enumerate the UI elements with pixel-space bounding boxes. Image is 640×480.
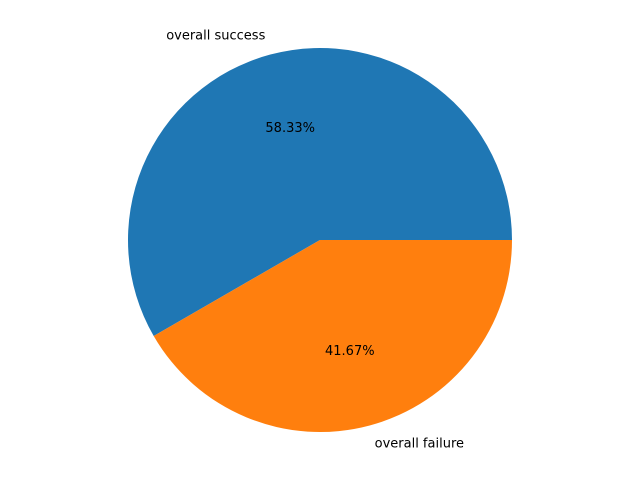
percent-label-failure: 41.67% bbox=[325, 344, 375, 359]
pie-labels: overall success 58.33% overall failure 41.6… bbox=[166, 28, 464, 451]
percent-label-success: 58.33% bbox=[265, 121, 315, 136]
slice-label-failure: overall failure bbox=[375, 437, 464, 452]
pie-slice-failure bbox=[153, 240, 512, 433]
slice-label-success: overall success bbox=[166, 28, 265, 43]
pie-slice-success bbox=[128, 48, 513, 336]
pie-slices bbox=[128, 48, 513, 433]
